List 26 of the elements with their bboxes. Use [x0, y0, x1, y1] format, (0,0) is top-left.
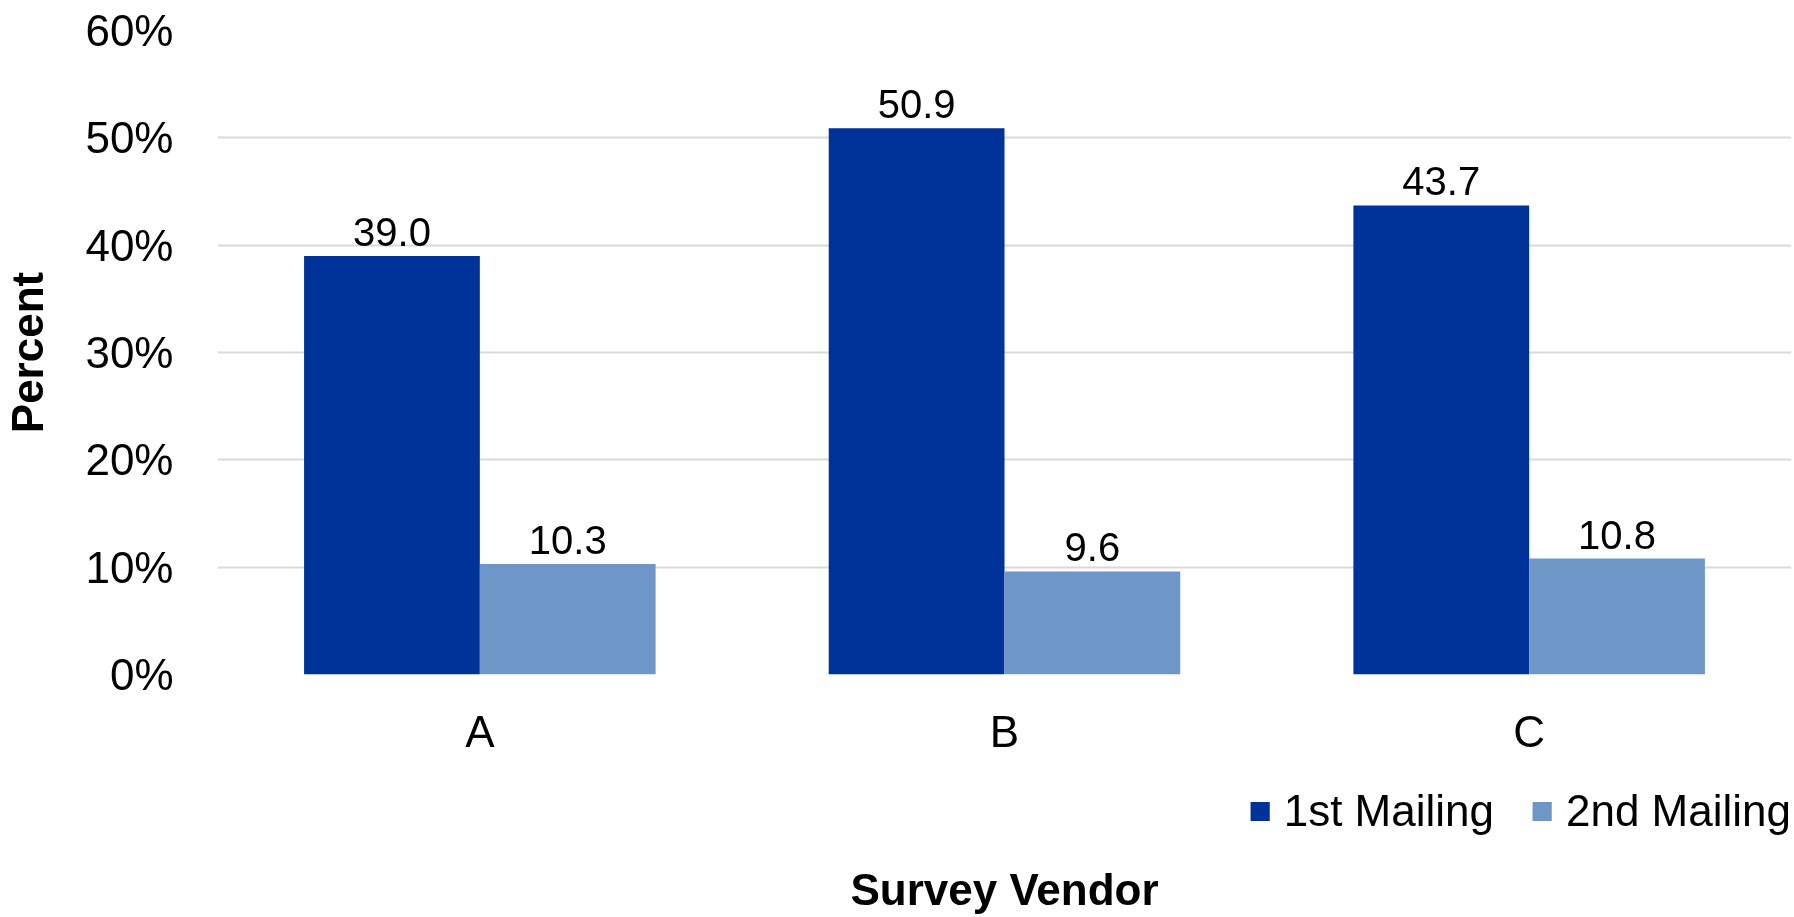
- data-label: 9.6: [1064, 525, 1121, 570]
- y-tick-label: 50%: [85, 113, 174, 163]
- x-axis-title: Survey Vendor: [850, 864, 1159, 914]
- data-label: 43.7: [1402, 159, 1481, 204]
- legend-label: 2nd Mailing: [1565, 786, 1791, 836]
- y-tick-label: 10%: [85, 542, 174, 592]
- bar: [828, 128, 1005, 675]
- data-label: 39.0: [353, 209, 431, 254]
- y-tick-label: 0%: [109, 650, 174, 699]
- y-tick-label: 40%: [85, 220, 174, 270]
- data-label: 10.3: [528, 517, 607, 562]
- bar: [304, 255, 480, 675]
- bar: [1529, 558, 1705, 675]
- bar: [479, 563, 656, 675]
- data-label: 50.9: [877, 82, 956, 127]
- bar: [1004, 571, 1181, 675]
- y-tick-label: 60%: [85, 6, 174, 55]
- y-tick-label: 20%: [85, 435, 174, 485]
- bar: [1353, 205, 1530, 675]
- legend-label: 1st Mailing: [1283, 786, 1494, 836]
- data-label: 10.8: [1578, 512, 1656, 557]
- y-axis-title: Percent: [3, 271, 53, 434]
- y-tick-label: 30%: [85, 328, 174, 377]
- x-tick-label: A: [465, 706, 496, 756]
- x-tick-label: B: [989, 706, 1020, 756]
- x-tick-label: C: [1513, 706, 1546, 756]
